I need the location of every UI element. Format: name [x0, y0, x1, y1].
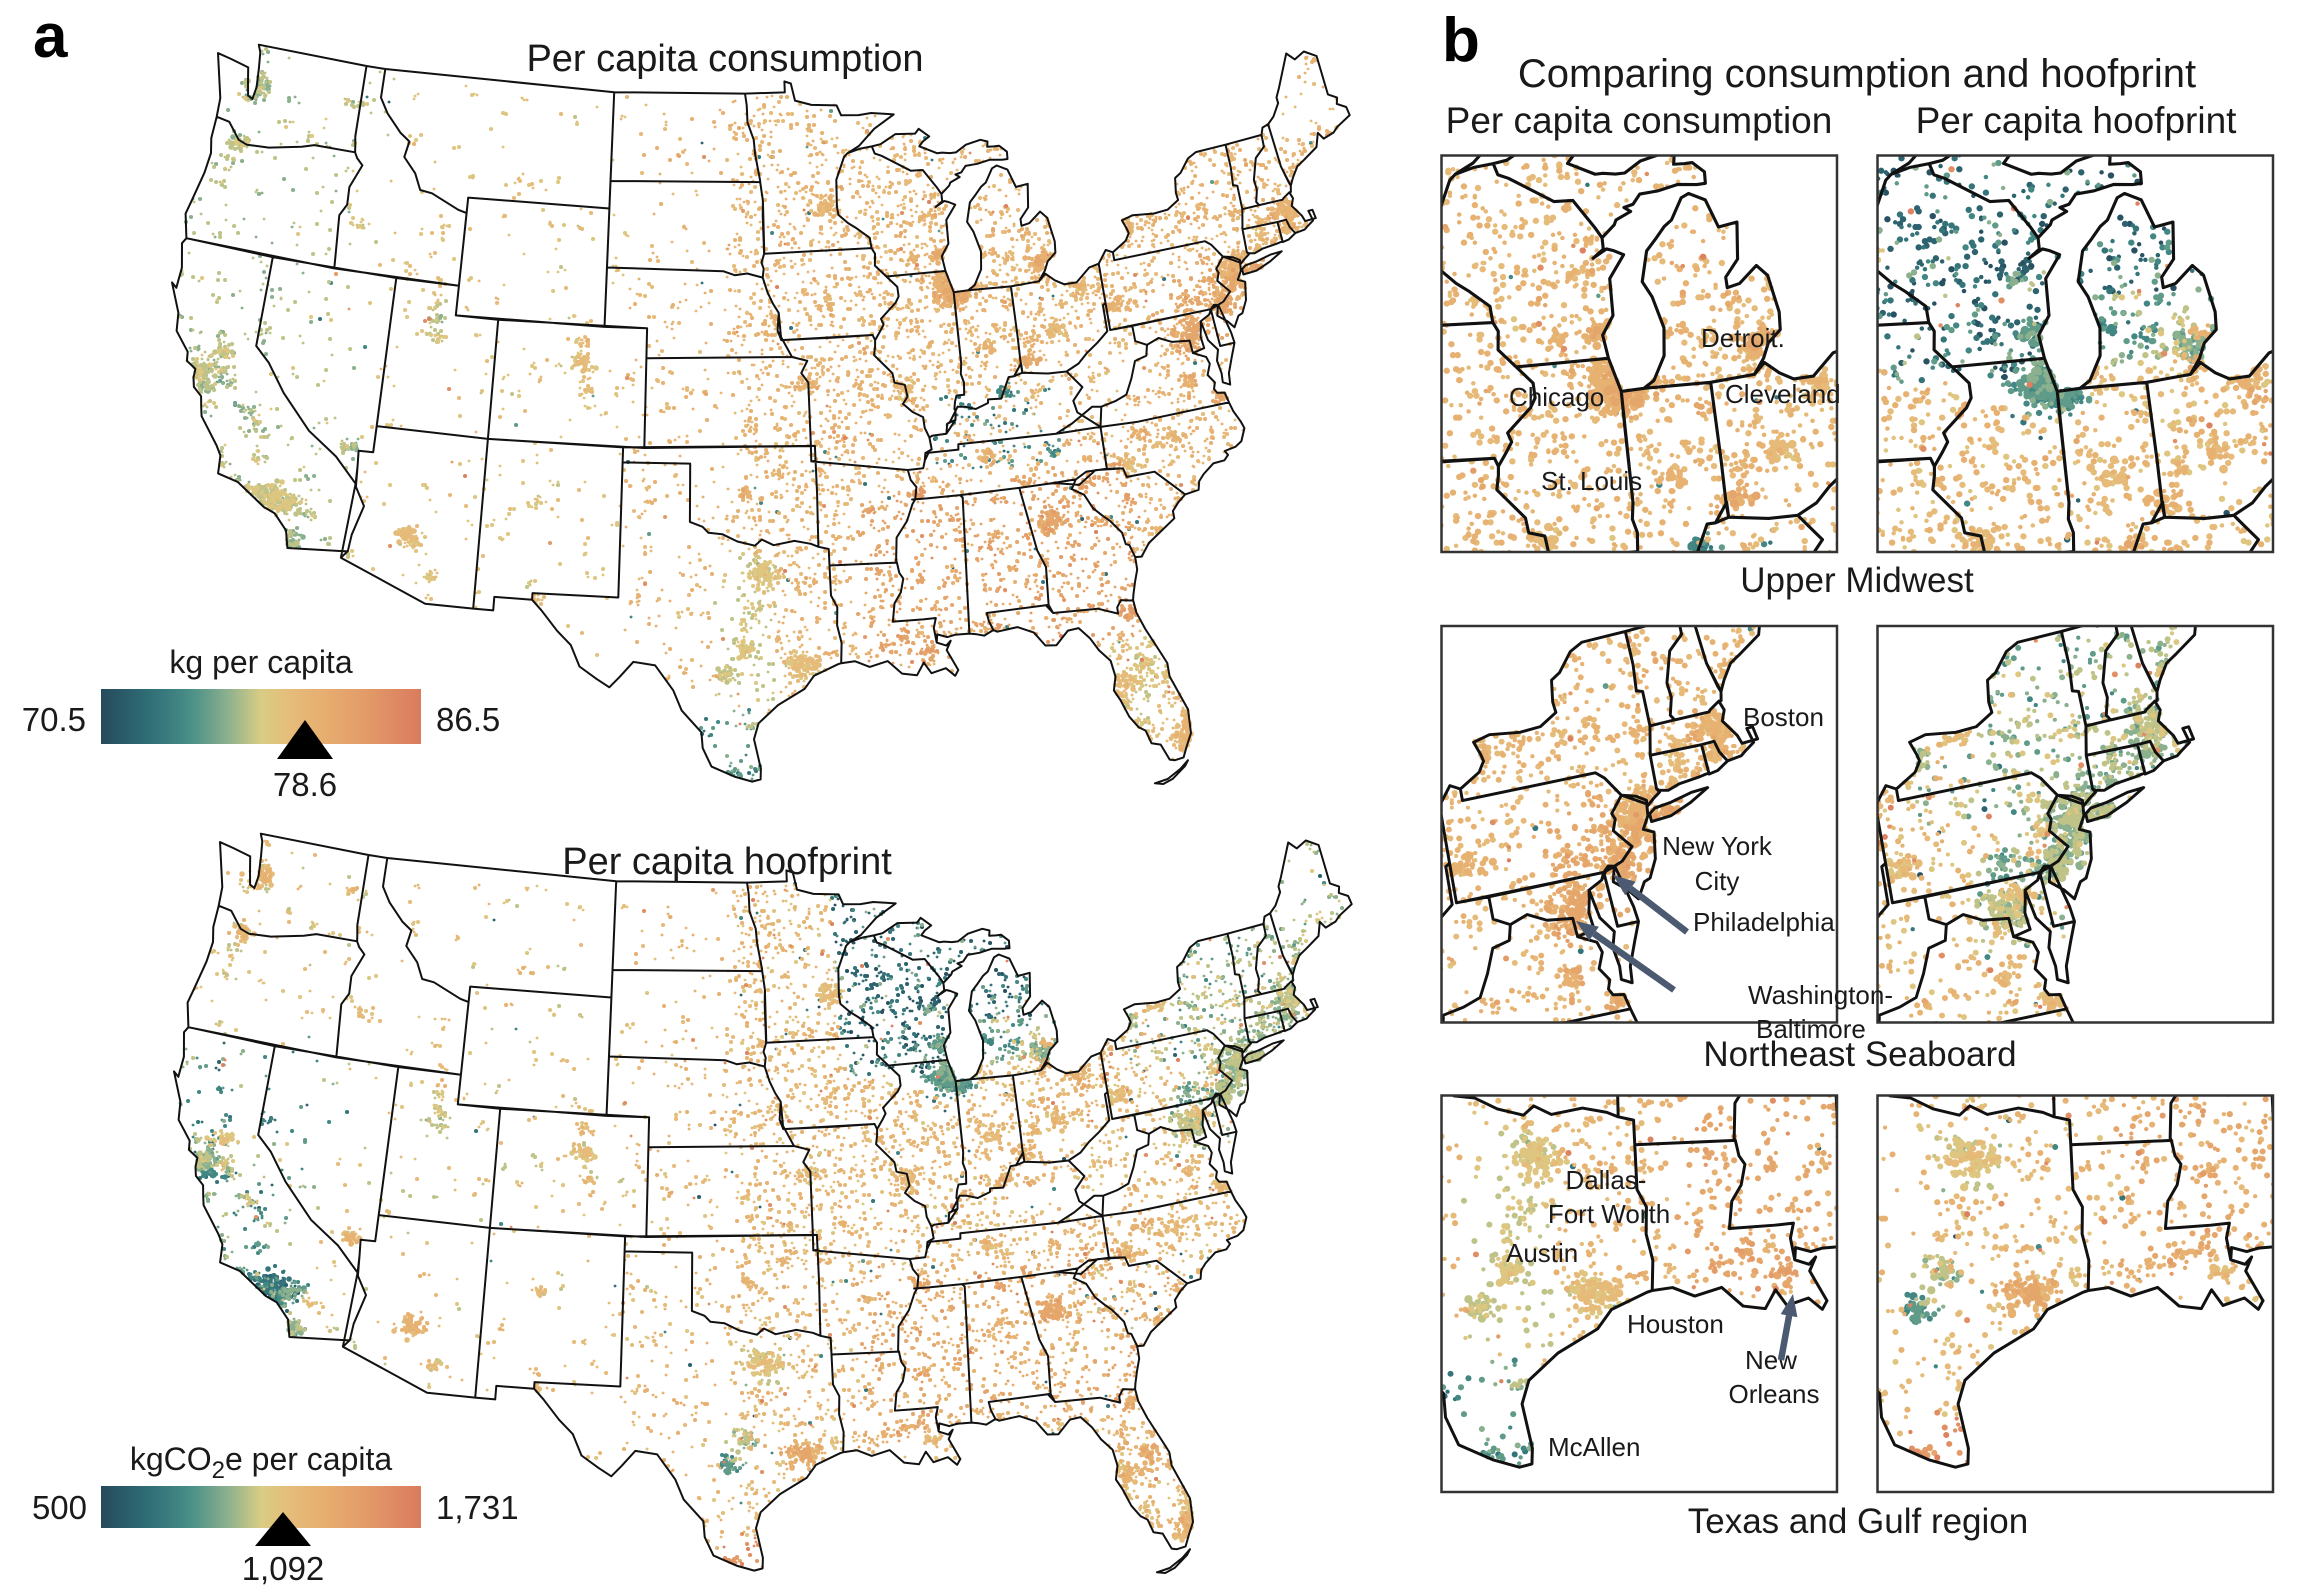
svg-text:kgCO2e per capita: kgCO2e per capita [130, 1441, 393, 1484]
svg-text:Orleans: Orleans [1728, 1379, 1819, 1409]
svg-text:Cleveland: Cleveland [1725, 379, 1841, 409]
svg-text:St. Louis: St. Louis [1541, 466, 1642, 496]
svg-text:78.6: 78.6 [273, 766, 337, 803]
svg-text:Boston: Boston [1743, 702, 1824, 732]
svg-text:Chicago: Chicago [1509, 382, 1604, 412]
svg-text:City: City [1695, 866, 1740, 896]
svg-text:Northeast Seaboard: Northeast Seaboard [1703, 1035, 2016, 1074]
svg-text:Per capita consumption: Per capita consumption [1446, 100, 1833, 141]
svg-text:New: New [1745, 1345, 1797, 1375]
svg-text:Dallas-: Dallas- [1566, 1165, 1647, 1195]
svg-text:New York: New York [1662, 831, 1773, 861]
svg-text:kg per capita: kg per capita [169, 644, 352, 680]
svg-text:a: a [33, 2, 68, 71]
svg-text:Per capita consumption: Per capita consumption [526, 38, 923, 80]
svg-text:Per capita hoofprint: Per capita hoofprint [562, 841, 892, 883]
svg-text:Houston: Houston [1627, 1309, 1724, 1339]
svg-text:Texas and Gulf region: Texas and Gulf region [1688, 1502, 2028, 1541]
svg-text:Comparing consumption and hoof: Comparing consumption and hoofprint [1518, 52, 2196, 96]
svg-text:Washington-: Washington- [1748, 980, 1893, 1010]
svg-text:Fort Worth: Fort Worth [1548, 1199, 1670, 1229]
svg-text:1,731: 1,731 [436, 1489, 519, 1526]
svg-text:Baltimore: Baltimore [1756, 1014, 1866, 1044]
svg-text:Detroit.: Detroit. [1701, 323, 1785, 353]
svg-text:1,092: 1,092 [242, 1550, 325, 1587]
svg-text:70.5: 70.5 [22, 701, 86, 738]
svg-text:Per capita hoofprint: Per capita hoofprint [1916, 100, 2238, 141]
svg-text:Philadelphia: Philadelphia [1693, 907, 1835, 937]
svg-text:86.5: 86.5 [436, 701, 500, 738]
svg-text:Austin: Austin [1506, 1238, 1578, 1268]
svg-text:b: b [1442, 6, 1480, 75]
svg-text:McAllen: McAllen [1548, 1432, 1640, 1462]
svg-text:500: 500 [32, 1489, 87, 1526]
svg-text:Upper Midwest: Upper Midwest [1740, 561, 1974, 600]
